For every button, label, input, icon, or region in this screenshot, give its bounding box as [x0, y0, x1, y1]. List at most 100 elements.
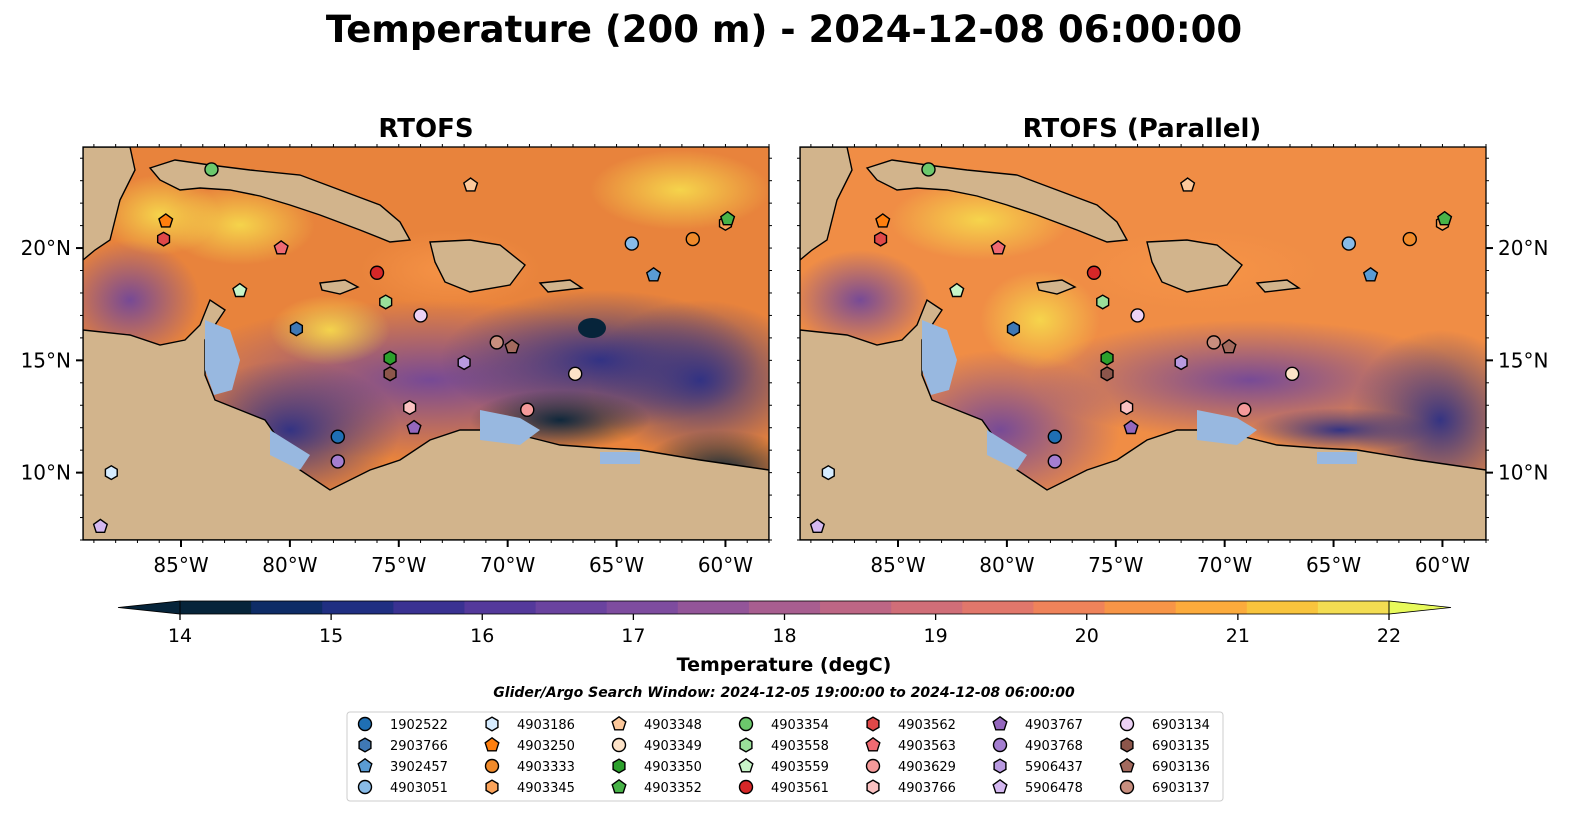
- legend-label: 4903558: [771, 739, 829, 754]
- x-tick-label: 85°W: [153, 553, 208, 577]
- platform-marker-1902522: [1047, 429, 1063, 444]
- platform-marker-4903349: [1284, 366, 1300, 382]
- legend-item-4903767: 4903767: [992, 715, 1083, 733]
- legend-label: 6903134: [1152, 718, 1210, 733]
- platform-marker-6903135: [383, 366, 397, 382]
- colorbar-tick-label: 14: [168, 625, 192, 647]
- platform-marker-4903349: [567, 366, 583, 382]
- legend-label: 6903136: [1152, 760, 1210, 775]
- legend-marker-4903345: [485, 779, 499, 795]
- legend-label: 1902522: [390, 718, 448, 733]
- colorbar-segment: [251, 601, 323, 614]
- axis-ticks-parallel: 85°W 80°W 75°W 70°W 65°W 60°W 10°N 15°N 20°N: [797, 144, 1548, 577]
- colorbar-tick-label: 20: [1075, 625, 1099, 647]
- legend-frame: [346, 711, 1224, 802]
- legend-label: 4903352: [644, 781, 702, 796]
- platform-marker-4903354: [921, 162, 936, 177]
- legend-marker-4903559: [738, 757, 754, 773]
- legend-marker-6903134: [1119, 716, 1135, 732]
- legend-item-6903135: 6903135: [1120, 737, 1210, 754]
- legend-item-6903134: 6903134: [1119, 716, 1210, 733]
- colorbar-segment: [748, 601, 821, 614]
- x-tick-label: 60°W: [698, 553, 753, 577]
- platform-marker-4903629: [520, 402, 535, 417]
- platform-marker-4903563: [273, 240, 289, 255]
- colorbar-segment: [820, 601, 892, 614]
- legend-item-4903333: 4903333: [484, 758, 575, 775]
- legend-item-4903250: 4903250: [484, 736, 575, 754]
- platform-marker-4903350: [383, 350, 397, 366]
- legend-label: 6903137: [1152, 781, 1210, 796]
- colorbar-tick-label: 21: [1226, 625, 1250, 647]
- legend-item-4903558: 4903558: [739, 737, 829, 754]
- platform-marker-5906437: [457, 354, 471, 371]
- colorbar-segment: [962, 601, 1034, 614]
- y-tick-label: 15°N: [1498, 348, 1548, 372]
- land-shapes: [800, 147, 1486, 540]
- platform-marker-5906437: [1174, 354, 1188, 371]
- x-tick-label: 80°W: [262, 553, 317, 577]
- legend-item-4903766: 4903766: [866, 779, 956, 796]
- legend-marker-4903352: [611, 778, 627, 794]
- colorbar-segment: [464, 601, 537, 614]
- colorbar-segment: [180, 601, 252, 614]
- colorbar-segment: [322, 601, 394, 614]
- platform-marker-4903352: [719, 210, 736, 226]
- legend-marker-4903767: [992, 715, 1008, 731]
- legend-item-4903349: 4903349: [611, 737, 702, 754]
- legend-marker-4903349: [611, 737, 627, 753]
- y-tick-label: 10°N: [21, 461, 71, 485]
- legend-label: 5906437: [1025, 760, 1083, 775]
- y-tick-label: 15°N: [21, 348, 71, 372]
- legend-label: 4903250: [517, 739, 575, 754]
- legend-marker-4903051: [357, 779, 373, 795]
- legend-item-4903354: 4903354: [738, 716, 829, 733]
- colorbar-segment: [891, 601, 963, 614]
- legend-marker-4903333: [484, 758, 500, 774]
- legend-item-4903345: 4903345: [485, 779, 575, 796]
- colorbar-label: Temperature (degC): [677, 654, 892, 676]
- legend-marker-4903250: [484, 736, 500, 752]
- map-panel-rtofs: RTOFS: [21, 114, 772, 577]
- platform-marker-4903561: [369, 265, 385, 280]
- platform-marker-6903134: [413, 308, 428, 323]
- legend-item-6903137: 6903137: [1119, 779, 1210, 796]
- legend-marker-1902522: [357, 716, 373, 732]
- legend-marker-4903562: [866, 716, 880, 732]
- legend-item-4903352: 4903352: [611, 778, 702, 796]
- colorbar-segment: [1175, 601, 1248, 614]
- legend-marker-5906478: [992, 778, 1008, 794]
- legend-label: 4903559: [771, 760, 829, 775]
- colorbar-tick-label: 22: [1377, 625, 1401, 647]
- legend-label: 4903354: [771, 718, 829, 733]
- x-tick-label: 60°W: [1415, 553, 1470, 577]
- x-tick-label: 65°W: [589, 553, 644, 577]
- legend-item-4903629: 4903629: [865, 758, 956, 775]
- legend-marker-4903350: [612, 758, 626, 774]
- platform-marker-4903561: [1086, 265, 1102, 280]
- x-tick-label: 75°W: [1088, 553, 1143, 577]
- legend-label: 4903333: [517, 760, 575, 775]
- platform-marker-6903136: [1221, 338, 1237, 354]
- legend-label: 4903345: [517, 781, 575, 796]
- land-shapes: [83, 147, 769, 540]
- platform-marker-4903333: [685, 231, 700, 247]
- colorbar-tick-label: 19: [924, 625, 948, 647]
- panel-title-rtofs: RTOFS: [378, 114, 473, 144]
- legend-label: 4903562: [898, 718, 956, 733]
- platform-marker-4903563: [990, 240, 1006, 255]
- legend-marker-4903354: [738, 716, 754, 732]
- platform-marker-4903352: [1436, 210, 1453, 226]
- platform-marker-3902457: [1362, 266, 1379, 282]
- map-panel-parallel: RTOFS (Parallel): [797, 114, 1548, 577]
- legend-marker-6903137: [1119, 779, 1135, 795]
- legend-label: 6903135: [1152, 739, 1210, 754]
- legend-item-4903350: 4903350: [612, 758, 702, 775]
- legend-item-4903051: 4903051: [357, 779, 448, 796]
- platform-marker-4903350: [1100, 350, 1114, 366]
- legend-marker-4903561: [738, 779, 754, 795]
- colorbar-segment: [1104, 601, 1177, 614]
- legend-label: 3902457: [390, 760, 448, 775]
- platform-marker-4903629: [1237, 402, 1252, 417]
